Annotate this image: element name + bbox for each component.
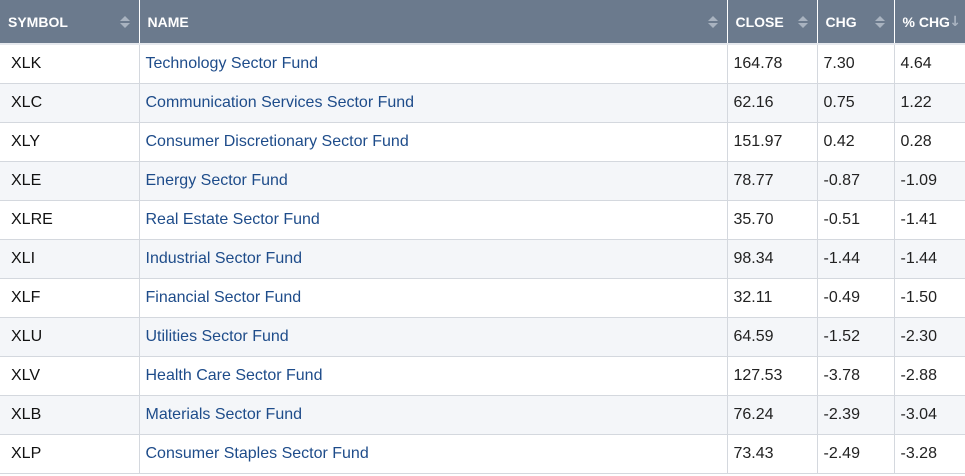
table-row[interactable]: XLF Financial Sector Fund 32.11 -0.49 -1.50: [0, 278, 965, 318]
table-row[interactable]: XLP Consumer Staples Sector Fund 73.43 -2.4…: [0, 434, 965, 474]
column-header-name[interactable]: NAME: [139, 0, 728, 45]
close-cell: 73.43: [727, 434, 818, 474]
chg-cell: -2.39: [817, 395, 895, 435]
symbol-cell: XLK: [0, 44, 140, 84]
fund-name-link[interactable]: Financial Sector Fund: [145, 288, 302, 306]
close-cell: 76.24: [727, 395, 818, 435]
close-cell: 98.34: [727, 239, 818, 279]
table-row[interactable]: XLRE Real Estate Sector Fund 35.70 -0.51 -1.…: [0, 200, 965, 240]
table-row[interactable]: XLK Technology Sector Fund 164.78 7.30 4.64: [0, 44, 965, 84]
close-cell: 35.70: [727, 200, 818, 240]
table-row[interactable]: XLY Consumer Discretionary Sector Fund 151…: [0, 122, 965, 162]
chg-cell: 0.75: [817, 83, 895, 123]
column-header-symbol[interactable]: SYMBOL: [0, 0, 140, 45]
sort-both-icon[interactable]: [119, 15, 130, 28]
close-cell: 164.78: [727, 44, 818, 84]
fund-name-link[interactable]: Real Estate Sector Fund: [145, 210, 320, 228]
table-row[interactable]: XLE Energy Sector Fund 78.77 -0.87 -1.09: [0, 161, 965, 201]
fund-name-link[interactable]: Health Care Sector Fund: [145, 366, 323, 384]
name-cell: Health Care Sector Fund: [139, 356, 728, 396]
column-header-chg[interactable]: CHG: [817, 0, 895, 45]
name-cell: Consumer Staples Sector Fund: [139, 434, 728, 474]
sort-both-icon[interactable]: [797, 15, 808, 28]
sort-both-icon[interactable]: [707, 15, 718, 28]
symbol-cell: XLP: [0, 434, 140, 474]
fund-name-link[interactable]: Energy Sector Fund: [145, 171, 288, 189]
symbol-cell: XLY: [0, 122, 140, 162]
table-row[interactable]: XLV Health Care Sector Fund 127.53 -3.78 -2.…: [0, 356, 965, 396]
symbol-cell: XLB: [0, 395, 140, 435]
name-cell: Communication Services Sector Fund: [139, 83, 728, 123]
column-header-pct-chg[interactable]: % CHG ↓: [894, 0, 965, 45]
symbol-cell: XLV: [0, 356, 140, 396]
symbol-cell: XLF: [0, 278, 140, 318]
chg-cell: -1.52: [817, 317, 895, 357]
table-row[interactable]: XLB Materials Sector Fund 76.24 -2.39 -3.04: [0, 395, 965, 435]
pct-chg-cell: -1.41: [894, 200, 965, 240]
pct-chg-cell: -2.30: [894, 317, 965, 357]
table-row[interactable]: XLC Communication Services Sector Fund 62.…: [0, 83, 965, 123]
chg-cell: -0.87: [817, 161, 895, 201]
fund-name-link[interactable]: Technology Sector Fund: [145, 54, 319, 72]
chg-cell: -2.49: [817, 434, 895, 474]
table-row[interactable]: XLI Industrial Sector Fund 98.34 -1.44 -1.44: [0, 239, 965, 279]
sort-desc-icon[interactable]: ↓: [949, 13, 961, 30]
table-row[interactable]: XLU Utilities Sector Fund 64.59 -1.52 -2.30: [0, 317, 965, 357]
sort-both-icon[interactable]: [874, 15, 885, 28]
column-header-label: % CHG: [902, 13, 950, 30]
symbol-cell: XLI: [0, 239, 140, 279]
name-cell: Industrial Sector Fund: [139, 239, 728, 279]
column-header-label: SYMBOL: [8, 13, 68, 30]
fund-name-link[interactable]: Industrial Sector Fund: [145, 249, 303, 267]
column-header-label: CLOSE: [735, 13, 784, 30]
symbol-cell: XLU: [0, 317, 140, 357]
close-cell: 32.11: [727, 278, 818, 318]
column-header-label: NAME: [147, 13, 189, 30]
chg-cell: 7.30: [817, 44, 895, 84]
name-cell: Utilities Sector Fund: [139, 317, 728, 357]
close-cell: 151.97: [727, 122, 818, 162]
fund-name-link[interactable]: Consumer Staples Sector Fund: [145, 444, 369, 462]
chg-cell: -1.44: [817, 239, 895, 279]
name-cell: Consumer Discretionary Sector Fund: [139, 122, 728, 162]
chg-cell: -3.78: [817, 356, 895, 396]
fund-name-link[interactable]: Communication Services Sector Fund: [145, 93, 415, 111]
symbol-cell: XLE: [0, 161, 140, 201]
pct-chg-cell: -2.88: [894, 356, 965, 396]
fund-name-link[interactable]: Consumer Discretionary Sector Fund: [145, 132, 409, 150]
name-cell: Financial Sector Fund: [139, 278, 728, 318]
pct-chg-cell: -1.09: [894, 161, 965, 201]
column-header-label: CHG: [825, 13, 857, 30]
name-cell: Energy Sector Fund: [139, 161, 728, 201]
name-cell: Real Estate Sector Fund: [139, 200, 728, 240]
fund-name-link[interactable]: Materials Sector Fund: [145, 405, 303, 423]
name-cell: Technology Sector Fund: [139, 44, 728, 84]
symbol-cell: XLC: [0, 83, 140, 123]
pct-chg-cell: 4.64: [894, 44, 965, 84]
pct-chg-cell: -1.50: [894, 278, 965, 318]
fund-name-link[interactable]: Utilities Sector Fund: [145, 327, 289, 345]
close-cell: 78.77: [727, 161, 818, 201]
pct-chg-cell: 0.28: [894, 122, 965, 162]
symbol-cell: XLRE: [0, 200, 140, 240]
pct-chg-cell: -3.04: [894, 395, 965, 435]
close-cell: 64.59: [727, 317, 818, 357]
pct-chg-cell: 1.22: [894, 83, 965, 123]
pct-chg-cell: -1.44: [894, 239, 965, 279]
table-header-row: SYMBOL NAME CLOSE CHG % CHG ↓: [0, 0, 965, 45]
close-cell: 127.53: [727, 356, 818, 396]
column-header-close[interactable]: CLOSE: [727, 0, 818, 45]
chg-cell: -0.49: [817, 278, 895, 318]
name-cell: Materials Sector Fund: [139, 395, 728, 435]
chg-cell: 0.42: [817, 122, 895, 162]
pct-chg-cell: -3.28: [894, 434, 965, 474]
chg-cell: -0.51: [817, 200, 895, 240]
close-cell: 62.16: [727, 83, 818, 123]
